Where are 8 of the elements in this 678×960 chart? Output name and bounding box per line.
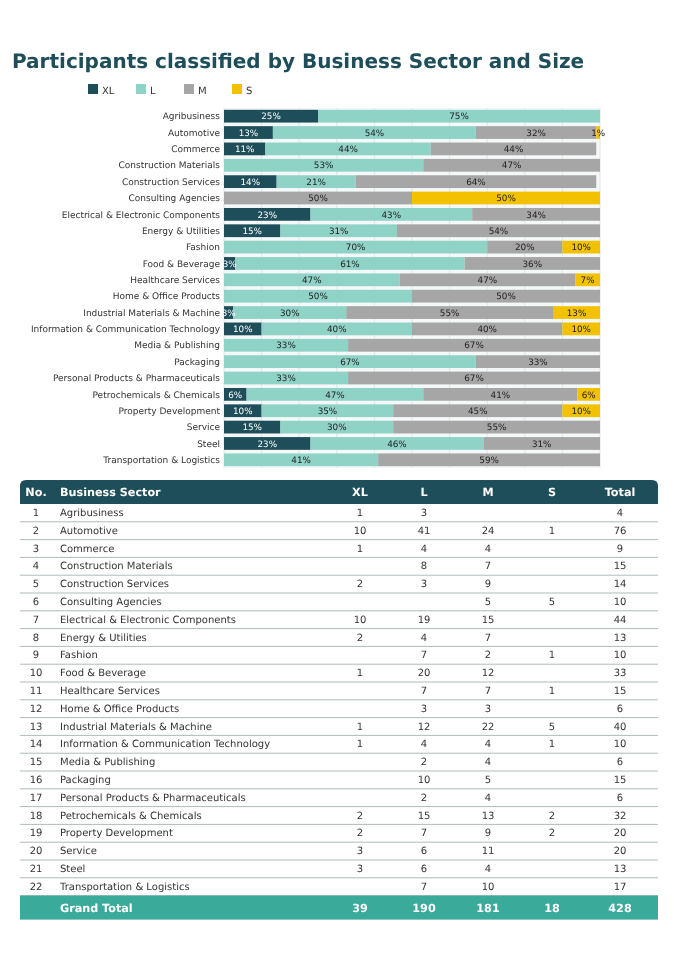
bar bbox=[412, 191, 600, 205]
bar bbox=[224, 437, 311, 450]
bar bbox=[393, 420, 600, 434]
bar bbox=[224, 240, 488, 254]
bar bbox=[348, 371, 600, 385]
bar bbox=[224, 191, 412, 205]
bar bbox=[265, 142, 431, 156]
chart-title: Participants classified by Business Sector and Size bbox=[12, 52, 585, 74]
